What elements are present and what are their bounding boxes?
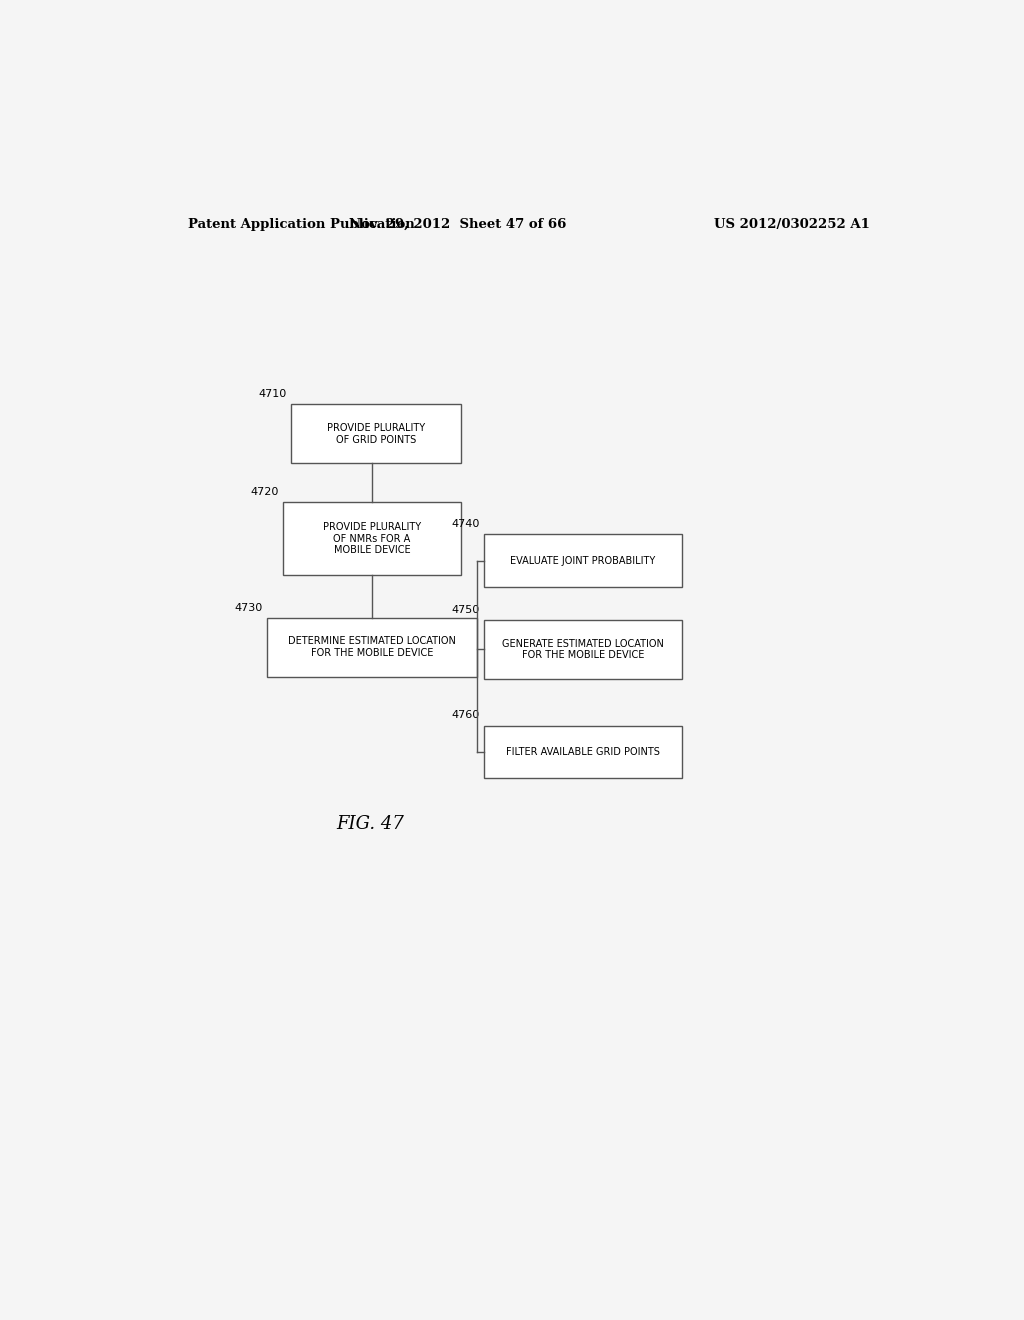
Text: FILTER AVAILABLE GRID POINTS: FILTER AVAILABLE GRID POINTS [506,747,659,756]
Text: 4750: 4750 [452,605,479,615]
Text: 4710: 4710 [258,389,287,399]
Bar [283,502,461,576]
Text: Patent Application Publication: Patent Application Publication [187,218,415,231]
Bar [483,535,682,587]
Text: DETERMINE ESTIMATED LOCATION
FOR THE MOBILE DEVICE: DETERMINE ESTIMATED LOCATION FOR THE MOB… [288,636,456,659]
Text: FIG. 47: FIG. 47 [336,816,404,833]
Text: EVALUATE JOINT PROBABILITY: EVALUATE JOINT PROBABILITY [510,556,655,566]
Bar [483,620,682,678]
Text: 4730: 4730 [234,603,263,612]
Text: PROVIDE PLURALITY
OF NMRs FOR A
MOBILE DEVICE: PROVIDE PLURALITY OF NMRs FOR A MOBILE D… [323,521,421,556]
Text: US 2012/0302252 A1: US 2012/0302252 A1 [714,218,870,231]
Text: 4760: 4760 [452,710,479,721]
Text: 4720: 4720 [251,487,279,496]
Text: GENERATE ESTIMATED LOCATION
FOR THE MOBILE DEVICE: GENERATE ESTIMATED LOCATION FOR THE MOBI… [502,639,664,660]
Bar [483,726,682,779]
Text: Nov. 29, 2012  Sheet 47 of 66: Nov. 29, 2012 Sheet 47 of 66 [348,218,566,231]
Bar [291,404,461,463]
Bar [267,618,477,677]
Text: PROVIDE PLURALITY
OF GRID POINTS: PROVIDE PLURALITY OF GRID POINTS [327,422,425,445]
Text: 4740: 4740 [452,519,479,529]
